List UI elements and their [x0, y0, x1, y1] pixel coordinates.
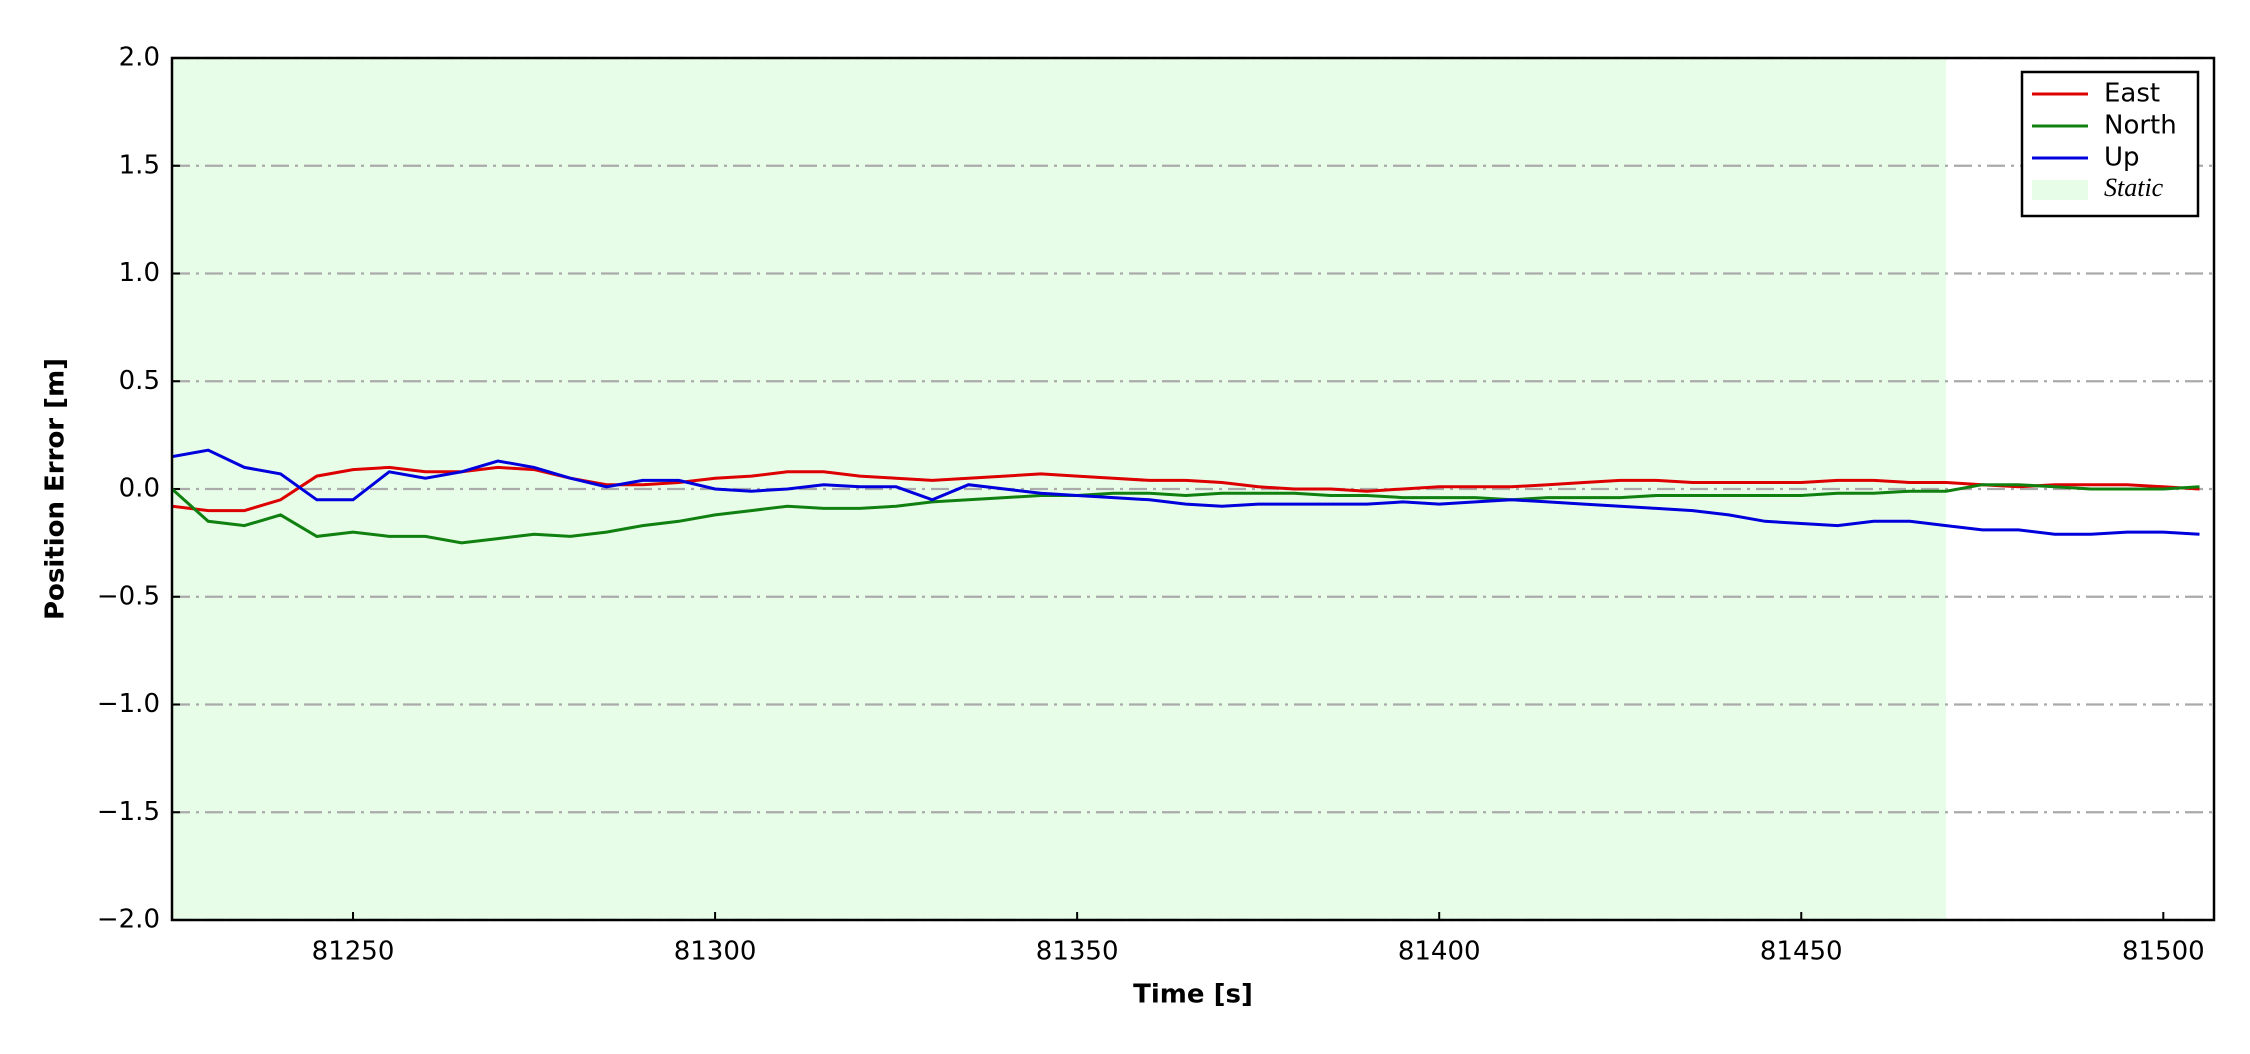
- series-line: [172, 465, 2200, 513]
- legend-swatch: [2032, 180, 2088, 200]
- y-tick-label: −1.5: [97, 797, 160, 827]
- series-line: [172, 483, 2200, 545]
- y-tick-label: −1.0: [97, 689, 160, 719]
- x-tick-label: 81250: [312, 937, 395, 967]
- x-tick-label: 81400: [1398, 937, 1481, 967]
- y-axis-label: Position Error [m]: [41, 358, 71, 620]
- y-tick-label: 2.0: [119, 43, 160, 73]
- x-tick-label: 81300: [674, 937, 757, 967]
- x-axis-label: Time [s]: [1133, 980, 1253, 1010]
- y-tick-label: 0.5: [119, 366, 160, 396]
- legend-label: Static: [2104, 173, 2164, 202]
- series-line: [172, 448, 2200, 536]
- y-tick-label: 1.0: [119, 258, 160, 288]
- x-tick-label: 81450: [1760, 937, 1843, 967]
- x-tick-label: 81350: [1036, 937, 1119, 967]
- x-tick-label: 81500: [2122, 937, 2205, 967]
- y-tick-label: −0.5: [97, 581, 160, 611]
- y-tick-label: 0.0: [119, 474, 160, 504]
- legend-label: Up: [2104, 143, 2140, 173]
- y-tick-label: 1.5: [119, 150, 160, 180]
- y-tick-label: −2.0: [97, 905, 160, 935]
- legend-label: North: [2104, 111, 2177, 141]
- plot-frame: [170, 56, 2216, 922]
- legend-label: East: [2104, 79, 2160, 109]
